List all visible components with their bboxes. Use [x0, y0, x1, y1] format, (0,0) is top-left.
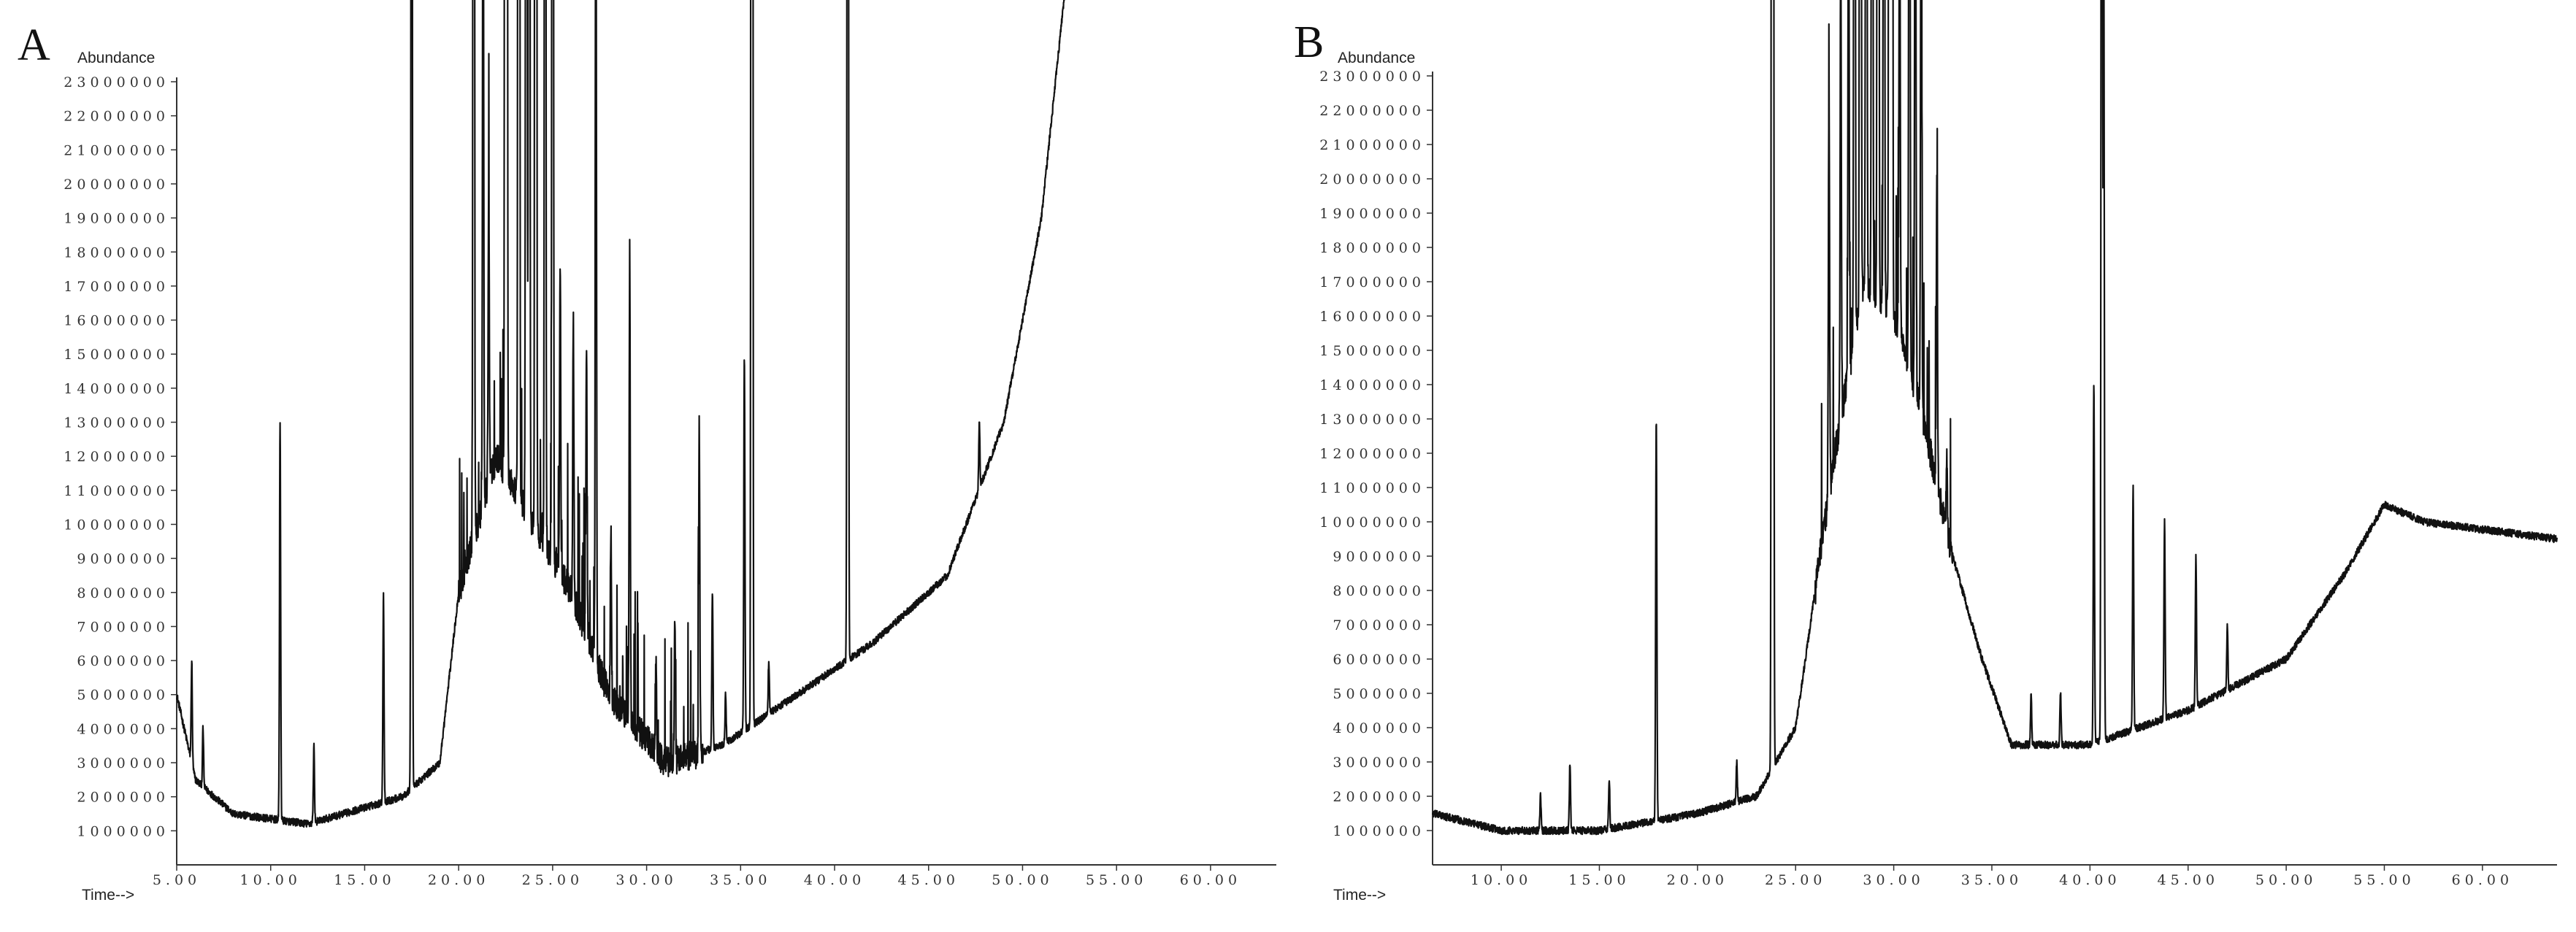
y-tick-label-a: 6000000 [77, 653, 169, 669]
x-tick-label-b: 10.00 [1471, 872, 1532, 888]
x-tick-label-b: 45.00 [2158, 872, 2219, 888]
y-tick-label-b: 16000000 [1319, 309, 1425, 325]
y-tick-label-b: 12000000 [1319, 446, 1425, 462]
y-tick-label-b: 20000000 [1319, 172, 1425, 188]
y-axis-title-b: Abundance [1338, 50, 1415, 66]
y-tick-label-a: 22000000 [64, 109, 169, 125]
chromatogram-panel-b: B Abundance Time--> 1000000 2000000 300000… [1294, 0, 2558, 904]
panel-label-b: B [1294, 18, 1324, 67]
y-tick-label-a: 4000000 [77, 721, 169, 737]
panel-label-a: A [18, 20, 50, 70]
y-tick-label-a: 9000000 [77, 551, 169, 567]
y-ticks-b: 1000000 2000000 3000000 4000000 5000000 60000… [1319, 69, 1433, 839]
y-ticks-a: 1000000 2000000 3000000 4000000 5000000 60000… [64, 74, 177, 839]
x-tick-label-a: 50.00 [992, 872, 1053, 888]
axes-b [1432, 72, 2557, 866]
x-tick-label-b: 20.00 [1667, 872, 1728, 888]
x-tick-label-b: 30.00 [1863, 872, 1924, 888]
y-tick-label-b: 9000000 [1333, 549, 1425, 565]
y-tick-label-b: 23000000 [1319, 69, 1425, 85]
chromatogram-trace-a [175, 0, 1065, 828]
y-tick-label-a: 11000000 [64, 483, 169, 499]
y-tick-label-a: 13000000 [64, 415, 169, 431]
y-tick-label-a: 18000000 [64, 244, 169, 261]
y-tick-label-a: 7000000 [77, 619, 169, 635]
y-tick-label-b: 2000000 [1333, 789, 1425, 805]
y-axis-title-a: Abundance [77, 50, 155, 66]
y-tick-label-b: 1000000 [1333, 823, 1425, 839]
y-tick-label-b: 22000000 [1319, 103, 1425, 119]
axes-a [176, 77, 1276, 866]
x-tick-label-a: 35.00 [710, 872, 771, 888]
x-tick-label-a: 30.00 [616, 872, 677, 888]
traces-a [175, 0, 1065, 828]
chromatogram-trace-b [1431, 0, 2558, 836]
x-tick-label-a: 60.00 [1180, 872, 1241, 888]
y-tick-label-a: 16000000 [64, 313, 169, 329]
y-tick-label-b: 14000000 [1319, 377, 1425, 393]
y-tick-label-b: 15000000 [1319, 343, 1425, 359]
x-tick-label-b: 40.00 [2059, 872, 2120, 888]
traces-b [1431, 0, 2558, 836]
y-tick-label-a: 8000000 [77, 585, 169, 601]
y-tick-label-b: 10000000 [1319, 515, 1425, 531]
y-tick-label-b: 7000000 [1333, 617, 1425, 633]
y-tick-label-b: 18000000 [1319, 240, 1425, 256]
y-tick-label-b: 8000000 [1333, 583, 1425, 599]
y-tick-label-a: 23000000 [64, 74, 169, 90]
x-tick-label-a: 25.00 [522, 872, 583, 888]
x-tick-label-b: 15.00 [1568, 872, 1630, 888]
x-tick-label-a: 55.00 [1086, 872, 1147, 888]
y-tick-label-a: 12000000 [64, 449, 169, 465]
y-tick-label-a: 17000000 [64, 279, 169, 295]
y-tick-label-a: 10000000 [64, 517, 169, 533]
y-tick-label-b: 19000000 [1319, 206, 1425, 222]
x-axis-title-a: Time--> [82, 887, 134, 904]
y-tick-label-b: 21000000 [1319, 137, 1425, 153]
y-tick-label-a: 5000000 [77, 688, 169, 704]
y-tick-label-b: 11000000 [1319, 480, 1425, 496]
y-tick-label-a: 1000000 [77, 823, 169, 839]
x-tick-label-b: 55.00 [2353, 872, 2415, 888]
x-tick-label-b: 60.00 [2452, 872, 2513, 888]
x-tick-label-a: 20.00 [428, 872, 489, 888]
x-tick-label-a: 15.00 [334, 872, 395, 888]
y-tick-label-a: 14000000 [64, 381, 169, 397]
y-tick-label-a: 3000000 [77, 755, 169, 771]
y-tick-label-a: 15000000 [64, 347, 169, 363]
y-tick-label-b: 17000000 [1319, 274, 1425, 290]
y-tick-label-b: 13000000 [1319, 412, 1425, 428]
y-tick-label-a: 19000000 [64, 211, 169, 227]
y-tick-label-b: 3000000 [1333, 755, 1425, 771]
x-tick-label-a: 5.00 [153, 872, 201, 888]
y-tick-label-a: 21000000 [64, 142, 169, 158]
chromatogram-panel-a: A Abundance Time--> 1000000 2000000 300000… [18, 0, 1276, 904]
x-ticks-a: 5.00 10.00 15.00 20.00 25.00 30.00 35.00 40.00 4… [153, 865, 1241, 888]
x-tick-label-b: 50.00 [2255, 872, 2317, 888]
x-tick-label-a: 45.00 [898, 872, 959, 888]
x-ticks-b: 10.00 15.00 20.00 25.00 30.00 35.00 40.00 45.00… [1471, 865, 2513, 888]
x-tick-label-b: 35.00 [1961, 872, 2023, 888]
x-tick-label-a: 40.00 [804, 872, 865, 888]
y-tick-label-b: 5000000 [1333, 686, 1425, 702]
y-tick-label-a: 20000000 [64, 177, 169, 193]
x-tick-label-a: 10.00 [240, 872, 302, 888]
y-tick-label-b: 6000000 [1333, 652, 1425, 668]
y-tick-label-a: 2000000 [77, 790, 169, 806]
x-tick-label-b: 25.00 [1765, 872, 1826, 888]
x-axis-title-b: Time--> [1333, 887, 1386, 904]
y-tick-label-b: 4000000 [1333, 720, 1425, 736]
